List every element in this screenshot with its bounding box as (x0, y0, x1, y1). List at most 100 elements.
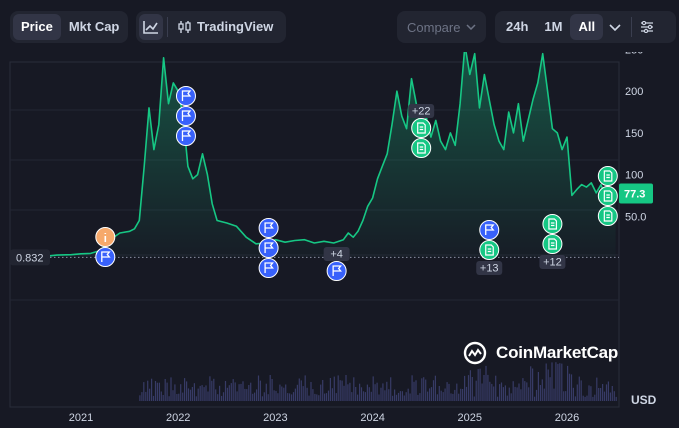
volume-bar (551, 362, 553, 401)
event-markers: +4 +22 +13 +12 (95, 86, 618, 281)
volume-bar (306, 387, 308, 401)
volume-bar (351, 392, 353, 401)
volume-bar (407, 388, 409, 401)
volume-bar (450, 393, 452, 401)
tab-mkt-cap[interactable]: Mkt Cap (68, 19, 120, 34)
y-tick-label: 150 (625, 128, 643, 140)
volume-bar (187, 388, 190, 401)
settings-button[interactable] (636, 14, 658, 40)
volume-bar (561, 363, 563, 401)
line-chart-button[interactable] (139, 14, 163, 40)
tradingview-label: TradingView (197, 19, 274, 34)
volume-bar (405, 392, 407, 401)
volume-bar (263, 392, 265, 401)
flag-marker[interactable] (175, 86, 196, 106)
flag-marker[interactable] (479, 220, 500, 240)
news-marker-bg (411, 118, 432, 138)
flag-marker[interactable] (258, 238, 279, 258)
volume-bar (246, 389, 248, 401)
volume-bar (510, 393, 512, 401)
volume-bar (555, 362, 557, 401)
news-marker-bg (542, 214, 563, 234)
volume-bar (586, 395, 588, 401)
volume-bar (423, 377, 425, 401)
volume-bar (456, 383, 458, 401)
flag-marker[interactable] (326, 261, 347, 281)
volume-bar (532, 368, 534, 401)
news-marker[interactable] (542, 234, 563, 254)
volume-bar (283, 387, 285, 401)
volume-bar (580, 380, 582, 401)
volume-bar (141, 392, 143, 401)
tradingview-button[interactable]: TradingView (172, 14, 279, 40)
news-marker[interactable] (597, 206, 618, 226)
volume-bar (339, 380, 341, 401)
flag-marker[interactable] (258, 218, 279, 238)
volume-bar (563, 391, 565, 401)
volume-bar (160, 391, 162, 401)
volume-bar (244, 388, 246, 401)
volume-bar (308, 395, 310, 401)
volume-bar (359, 383, 361, 401)
volume-bar (522, 378, 524, 401)
volume-bar (598, 388, 600, 401)
x-axis: 2021 2022 2023 2024 2025 2026 (69, 412, 579, 424)
news-marker[interactable] (597, 166, 618, 186)
volume-bar (380, 387, 382, 401)
flag-marker[interactable] (175, 126, 196, 146)
volume-bar (390, 377, 392, 401)
volume-bar (325, 393, 328, 401)
volume-bar (596, 377, 598, 401)
info-marker[interactable] (95, 227, 116, 247)
volume-bar (331, 388, 333, 401)
volume-bar (349, 382, 351, 401)
volume-bar (572, 387, 574, 401)
volume-bar (279, 384, 281, 401)
news-marker[interactable] (542, 214, 563, 234)
volume-bar (534, 396, 536, 401)
flag-marker[interactable] (95, 247, 116, 267)
marker-count-badge[interactable] (408, 104, 435, 118)
volume-bar (481, 383, 483, 401)
volume-bar (485, 365, 487, 401)
compare-dropdown[interactable]: Compare (397, 11, 486, 43)
marker-count-badge[interactable] (323, 247, 350, 261)
marker-count-label: +22 (412, 106, 431, 118)
news-marker[interactable] (411, 138, 432, 158)
flag-marker[interactable] (258, 258, 279, 278)
volume-bar (195, 396, 197, 401)
volume-bar (372, 376, 374, 401)
range-all[interactable]: All (570, 14, 604, 40)
volume-bar (368, 387, 370, 401)
volume-bar (429, 388, 431, 401)
volume-bar (475, 380, 477, 401)
volume-bar (395, 394, 398, 401)
volume-bar (275, 390, 277, 401)
divider (631, 17, 633, 37)
price-area (13, 52, 616, 258)
tab-price[interactable]: Price (13, 14, 61, 40)
marker-count-badge[interactable] (539, 255, 566, 269)
marker-count-badge[interactable] (476, 261, 503, 275)
volume-bar (362, 391, 365, 401)
news-marker[interactable] (597, 186, 618, 206)
volume-bar (355, 387, 357, 401)
volume-bar (508, 387, 510, 401)
volume-bar (329, 378, 331, 401)
news-marker[interactable] (479, 240, 500, 260)
volume-bar (364, 392, 366, 401)
range-24h[interactable]: 24h (506, 19, 529, 34)
range-1m[interactable]: 1M (544, 19, 563, 34)
range-more-button[interactable] (603, 14, 627, 40)
volume-bar (514, 386, 516, 401)
news-marker[interactable] (411, 118, 432, 138)
volume-bar (530, 366, 532, 401)
flag-marker[interactable] (175, 106, 196, 126)
volume-bar (143, 382, 145, 401)
volume-bar (378, 394, 380, 401)
y-tick-label: 250 (625, 52, 643, 57)
range-toggle: 24h 1M All (495, 11, 676, 43)
coinmarketcap-logo-icon (463, 341, 487, 365)
volume-bar (448, 383, 450, 401)
volume-bar (611, 386, 613, 401)
